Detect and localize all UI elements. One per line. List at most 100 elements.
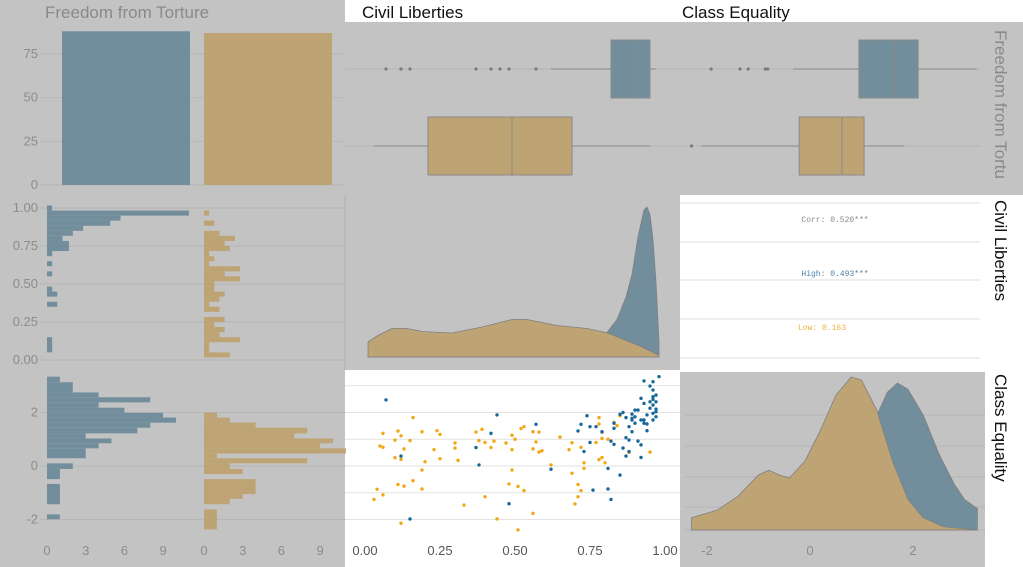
scatter-point-low [597, 415, 601, 420]
scatter-point-high [606, 487, 610, 491]
scatter-point-high [585, 414, 589, 418]
scatter-point-low [516, 528, 520, 532]
scatter-point-high [534, 422, 538, 426]
scatter-point-high [630, 412, 634, 416]
class-hist-low-bar [204, 463, 230, 469]
scatter-point-low [432, 447, 436, 452]
scatter-point-high [627, 424, 631, 429]
civil-hist-high-bar [47, 251, 53, 257]
class-hist-low-bar [204, 468, 243, 475]
scatter-point-high [648, 400, 652, 404]
scatter-point-high [648, 384, 652, 388]
x-tick-label: 9 [159, 543, 166, 558]
scatter-point-high [618, 412, 622, 417]
scatter-point-high [582, 449, 586, 454]
class-hist-high-bar [47, 463, 73, 469]
civil-density-low [367, 319, 660, 358]
scatter-point-low [375, 487, 379, 491]
y-tick-label: 50 [24, 90, 38, 105]
scatter-point-low [453, 446, 457, 450]
civil-hist-low-bar [204, 322, 215, 328]
scatter-point-low [483, 440, 487, 445]
civil-hist-low-bar [204, 235, 235, 241]
scatter-point-high [633, 408, 637, 412]
scatter-point-low [393, 456, 397, 460]
scatter-point-low [393, 438, 397, 442]
scatter-point-high [651, 388, 655, 392]
scatter-point-high [621, 446, 625, 450]
scatter-point-low [381, 431, 385, 436]
scatter-point-high [612, 442, 616, 447]
class-hist-high-bar [47, 382, 73, 393]
scatter-point-low [507, 482, 511, 486]
x-tick-label: 3 [239, 543, 246, 558]
scatter-point-low [573, 502, 577, 506]
scatter-point-low [420, 430, 424, 434]
scatter-point-low [516, 484, 520, 489]
civil-hist-high-bar [47, 210, 189, 216]
class-hist-low-bar [204, 417, 230, 423]
scatter-point-low [606, 437, 610, 441]
scatter-point-high [645, 428, 649, 433]
scatter-point-low [522, 488, 526, 493]
class-boxplot-high-box [858, 39, 919, 99]
scatter-point-high [600, 430, 604, 434]
scatter-point-high [507, 502, 511, 506]
scatter-point-low [534, 440, 538, 444]
scatter-point-low [531, 447, 535, 451]
x-tick-label: 6 [121, 543, 128, 558]
x-tick-label: -2 [701, 543, 713, 558]
civil-hist-low-bar [204, 327, 225, 333]
scatter-point-high [621, 410, 625, 415]
bar-low [204, 33, 332, 185]
scatter-point-low [597, 422, 601, 426]
scatter-point-low [537, 430, 541, 434]
civil-hist-high-bar [47, 230, 73, 236]
y-tick-label: 0.50 [13, 276, 38, 291]
class-hist-high-bar [47, 438, 112, 444]
y-tick-label: 2 [31, 405, 38, 420]
scatter-point-high [609, 497, 613, 502]
civil-hist-low-bar [204, 286, 215, 292]
scatter-point-low [480, 427, 484, 432]
civil-hist-low-bar [204, 352, 230, 358]
x-tick-label: 9 [316, 543, 323, 558]
civil-hist-low-bar [204, 291, 225, 297]
scatter-point-low [381, 493, 385, 497]
civil-hist-low-bar [204, 337, 241, 343]
strip-label-right: Freedom from Tortu [991, 30, 1010, 179]
class-boxplot-low-outlier [689, 144, 694, 148]
class-hist-low-bar [204, 443, 321, 449]
scatter-point-high [627, 438, 631, 442]
scatter-point-low [489, 445, 493, 450]
class-hist-high-bar [47, 448, 86, 459]
strip-label-top: Civil Liberties [362, 3, 463, 22]
y-tick-label: 0.00 [13, 352, 38, 367]
scatter-point-high [606, 466, 610, 471]
civil-hist-high-bar [47, 240, 69, 246]
civil-hist-low-bar [204, 342, 210, 348]
class-hist-high-bar [47, 417, 176, 423]
civil-hist-low-bar [204, 316, 225, 322]
class-hist-low-bar [204, 448, 346, 454]
scatter-point-high [399, 454, 403, 458]
civil-boxplot-high-outlier [498, 67, 502, 71]
scatter-point-low [399, 457, 403, 462]
x-tick-label: 0 [806, 543, 813, 558]
scatter-point-low [510, 468, 514, 472]
class-hist-low-bar [204, 412, 217, 418]
scatter-point-low [513, 437, 517, 441]
class-hist-high-bar [47, 433, 86, 439]
scatter-point-high [654, 400, 658, 404]
scatter-point-high [651, 380, 655, 384]
civil-hist-low-bar [204, 306, 220, 312]
strip-label-right: Class Equality [991, 374, 1010, 482]
scatter-point-high [588, 424, 592, 429]
civil-hist-low-bar [204, 251, 210, 257]
civil-hist-high-bar [47, 286, 53, 292]
scatter-point-low [594, 440, 598, 445]
civil-hist-low-bar [204, 281, 215, 287]
scatter-point-low [510, 433, 514, 437]
y-tick-label: 75 [24, 46, 38, 61]
